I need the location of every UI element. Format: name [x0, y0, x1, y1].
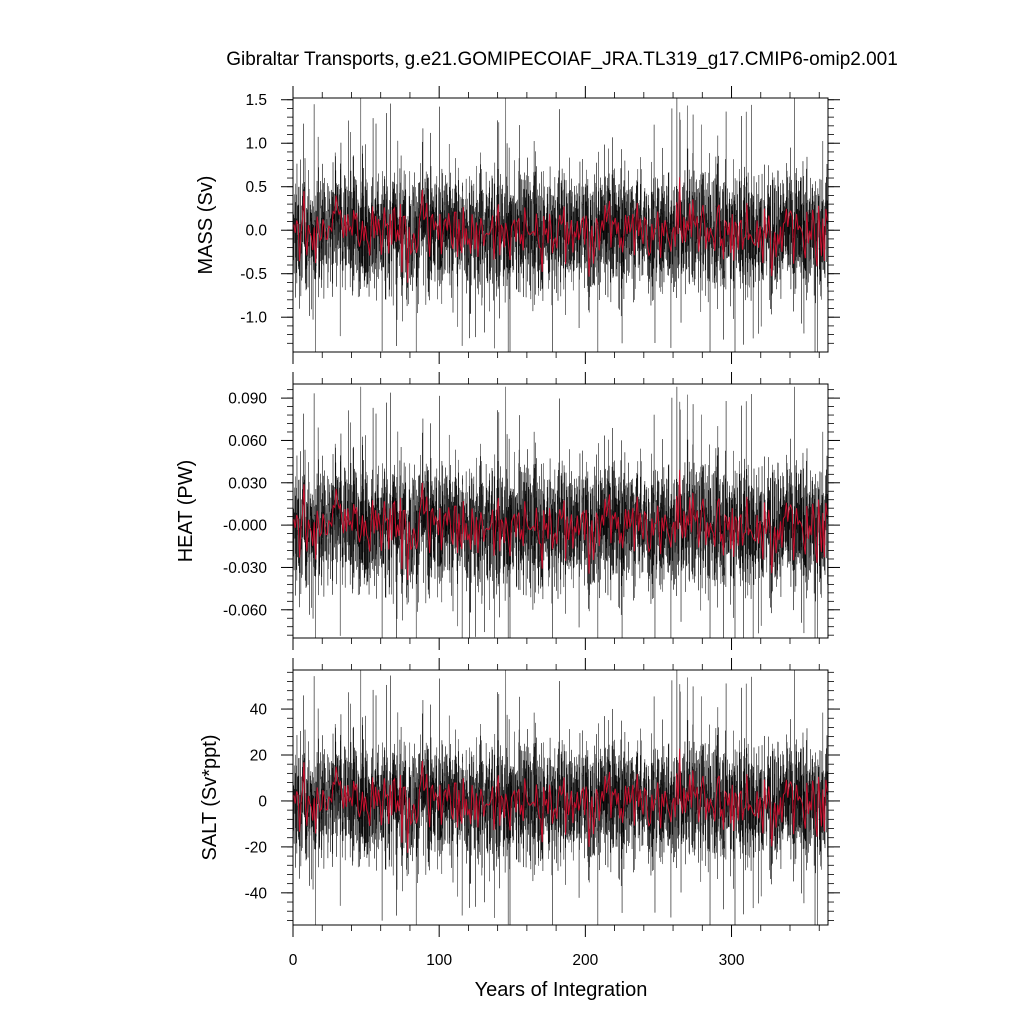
y-tick-label: -20 [245, 839, 268, 856]
plot-frame-salt [292, 669, 829, 926]
y-axis-label-mass: MASS (Sv) [195, 176, 217, 275]
y-axis-label-heat: HEAT (PW) [175, 460, 197, 563]
y-tick-label: -1.0 [240, 310, 267, 327]
y-tick-label: 0.0 [245, 223, 267, 240]
y-tick-label: -0.000 [223, 518, 267, 535]
x-tick-label: 200 [572, 952, 598, 969]
x-axis-label: Years of Integration [475, 979, 648, 1001]
y-tick-label: 0.060 [228, 433, 267, 450]
y-tick-label: 20 [250, 748, 268, 765]
y-tick-label: 0.5 [245, 179, 267, 196]
series-smoothed-salt [293, 748, 828, 853]
y-tick-label: 1.5 [245, 92, 267, 109]
y-axis-label-salt: SALT (Sv*ppt) [199, 735, 221, 861]
x-tick-label: 0 [289, 952, 298, 969]
y-tick-label: -0.060 [223, 602, 267, 619]
series-smoothed-heat [293, 469, 828, 581]
figure-title: Gibraltar Transports, g.e21.GOMIPECOIAF_… [226, 49, 898, 70]
y-tick-label: -40 [245, 885, 268, 902]
y-tick-label: -0.5 [240, 266, 267, 283]
panel-mass: 1.5 1.0 0.5 0.0 -0.5 -1.0 MASS (Sv) [195, 86, 840, 364]
y-tick-label: -0.030 [223, 560, 267, 577]
y-tick-label: 40 [250, 702, 268, 719]
x-tick-label: 300 [719, 952, 745, 969]
plot-frame-heat [292, 383, 829, 639]
y-tick-label: 1.0 [245, 136, 267, 153]
plot-frame-mass [292, 97, 829, 353]
y-tick-label: 0.090 [228, 391, 267, 408]
y-tick-label: 0 [258, 793, 267, 810]
x-tick-label: 100 [426, 952, 452, 969]
y-tick-label: 0.030 [228, 475, 267, 492]
series-smoothed-mass [293, 177, 828, 283]
panel-heat: 0.090 0.060 0.030 -0.000 -0.030 -0.060 HEAT (P… [175, 372, 840, 650]
